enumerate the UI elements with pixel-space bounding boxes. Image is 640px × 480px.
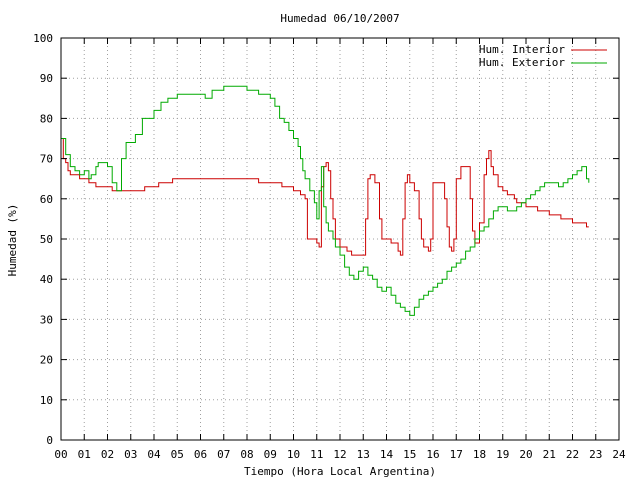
x-tick-label: 07 — [217, 448, 230, 461]
y-tick-label: 30 — [40, 313, 53, 326]
x-tick-label: 22 — [566, 448, 579, 461]
x-tick-label: 05 — [171, 448, 184, 461]
y-tick-label: 0 — [46, 434, 53, 447]
x-tick-label: 18 — [473, 448, 486, 461]
series-line-1 — [61, 85, 590, 316]
y-tick-label: 100 — [33, 32, 53, 45]
x-axis-label: Tiempo (Hora Local Argentina) — [244, 465, 436, 478]
x-tick-label: 23 — [589, 448, 602, 461]
x-tick-label: 13 — [357, 448, 370, 461]
y-tick-label: 90 — [40, 72, 53, 85]
series-layer — [61, 85, 590, 316]
series-line-0 — [61, 138, 589, 256]
x-tick-label: 02 — [101, 448, 114, 461]
legend-label: Hum. Exterior — [479, 56, 565, 69]
chart-title: Humedad 06/10/2007 — [280, 12, 399, 25]
x-tick-label: 16 — [426, 448, 439, 461]
y-tick-label: 10 — [40, 394, 53, 407]
y-tick-label: 70 — [40, 153, 53, 166]
x-tick-label: 06 — [194, 448, 207, 461]
y-tick-label: 80 — [40, 112, 53, 125]
y-tick-label: 20 — [40, 354, 53, 367]
x-tick-label: 03 — [124, 448, 137, 461]
y-tick-label: 50 — [40, 233, 53, 246]
x-tick-label: 21 — [543, 448, 556, 461]
legend-label: Hum. Interior — [479, 43, 565, 56]
x-tick-label: 00 — [54, 448, 67, 461]
x-tick-label: 12 — [333, 448, 346, 461]
x-tick-label: 11 — [310, 448, 323, 461]
x-tick-label: 04 — [147, 448, 161, 461]
x-tick-label: 24 — [612, 448, 626, 461]
x-tick-label: 01 — [78, 448, 91, 461]
x-tick-label: 08 — [240, 448, 253, 461]
x-tick-label: 15 — [403, 448, 416, 461]
x-tick-label: 19 — [496, 448, 509, 461]
ticks: 0 10 20 30 40 50 60 70 80 90 100 00 01 02 03 04 05 06 07 08… — [33, 32, 626, 461]
x-tick-label: 14 — [380, 448, 394, 461]
x-tick-label: 10 — [287, 448, 300, 461]
y-axis-label: Humedad (%) — [6, 204, 19, 277]
x-tick-label: 20 — [519, 448, 532, 461]
y-tick-label: 60 — [40, 193, 53, 206]
y-tick-label: 40 — [40, 273, 53, 286]
x-tick-label: 17 — [450, 448, 463, 461]
x-tick-label: 09 — [264, 448, 277, 461]
